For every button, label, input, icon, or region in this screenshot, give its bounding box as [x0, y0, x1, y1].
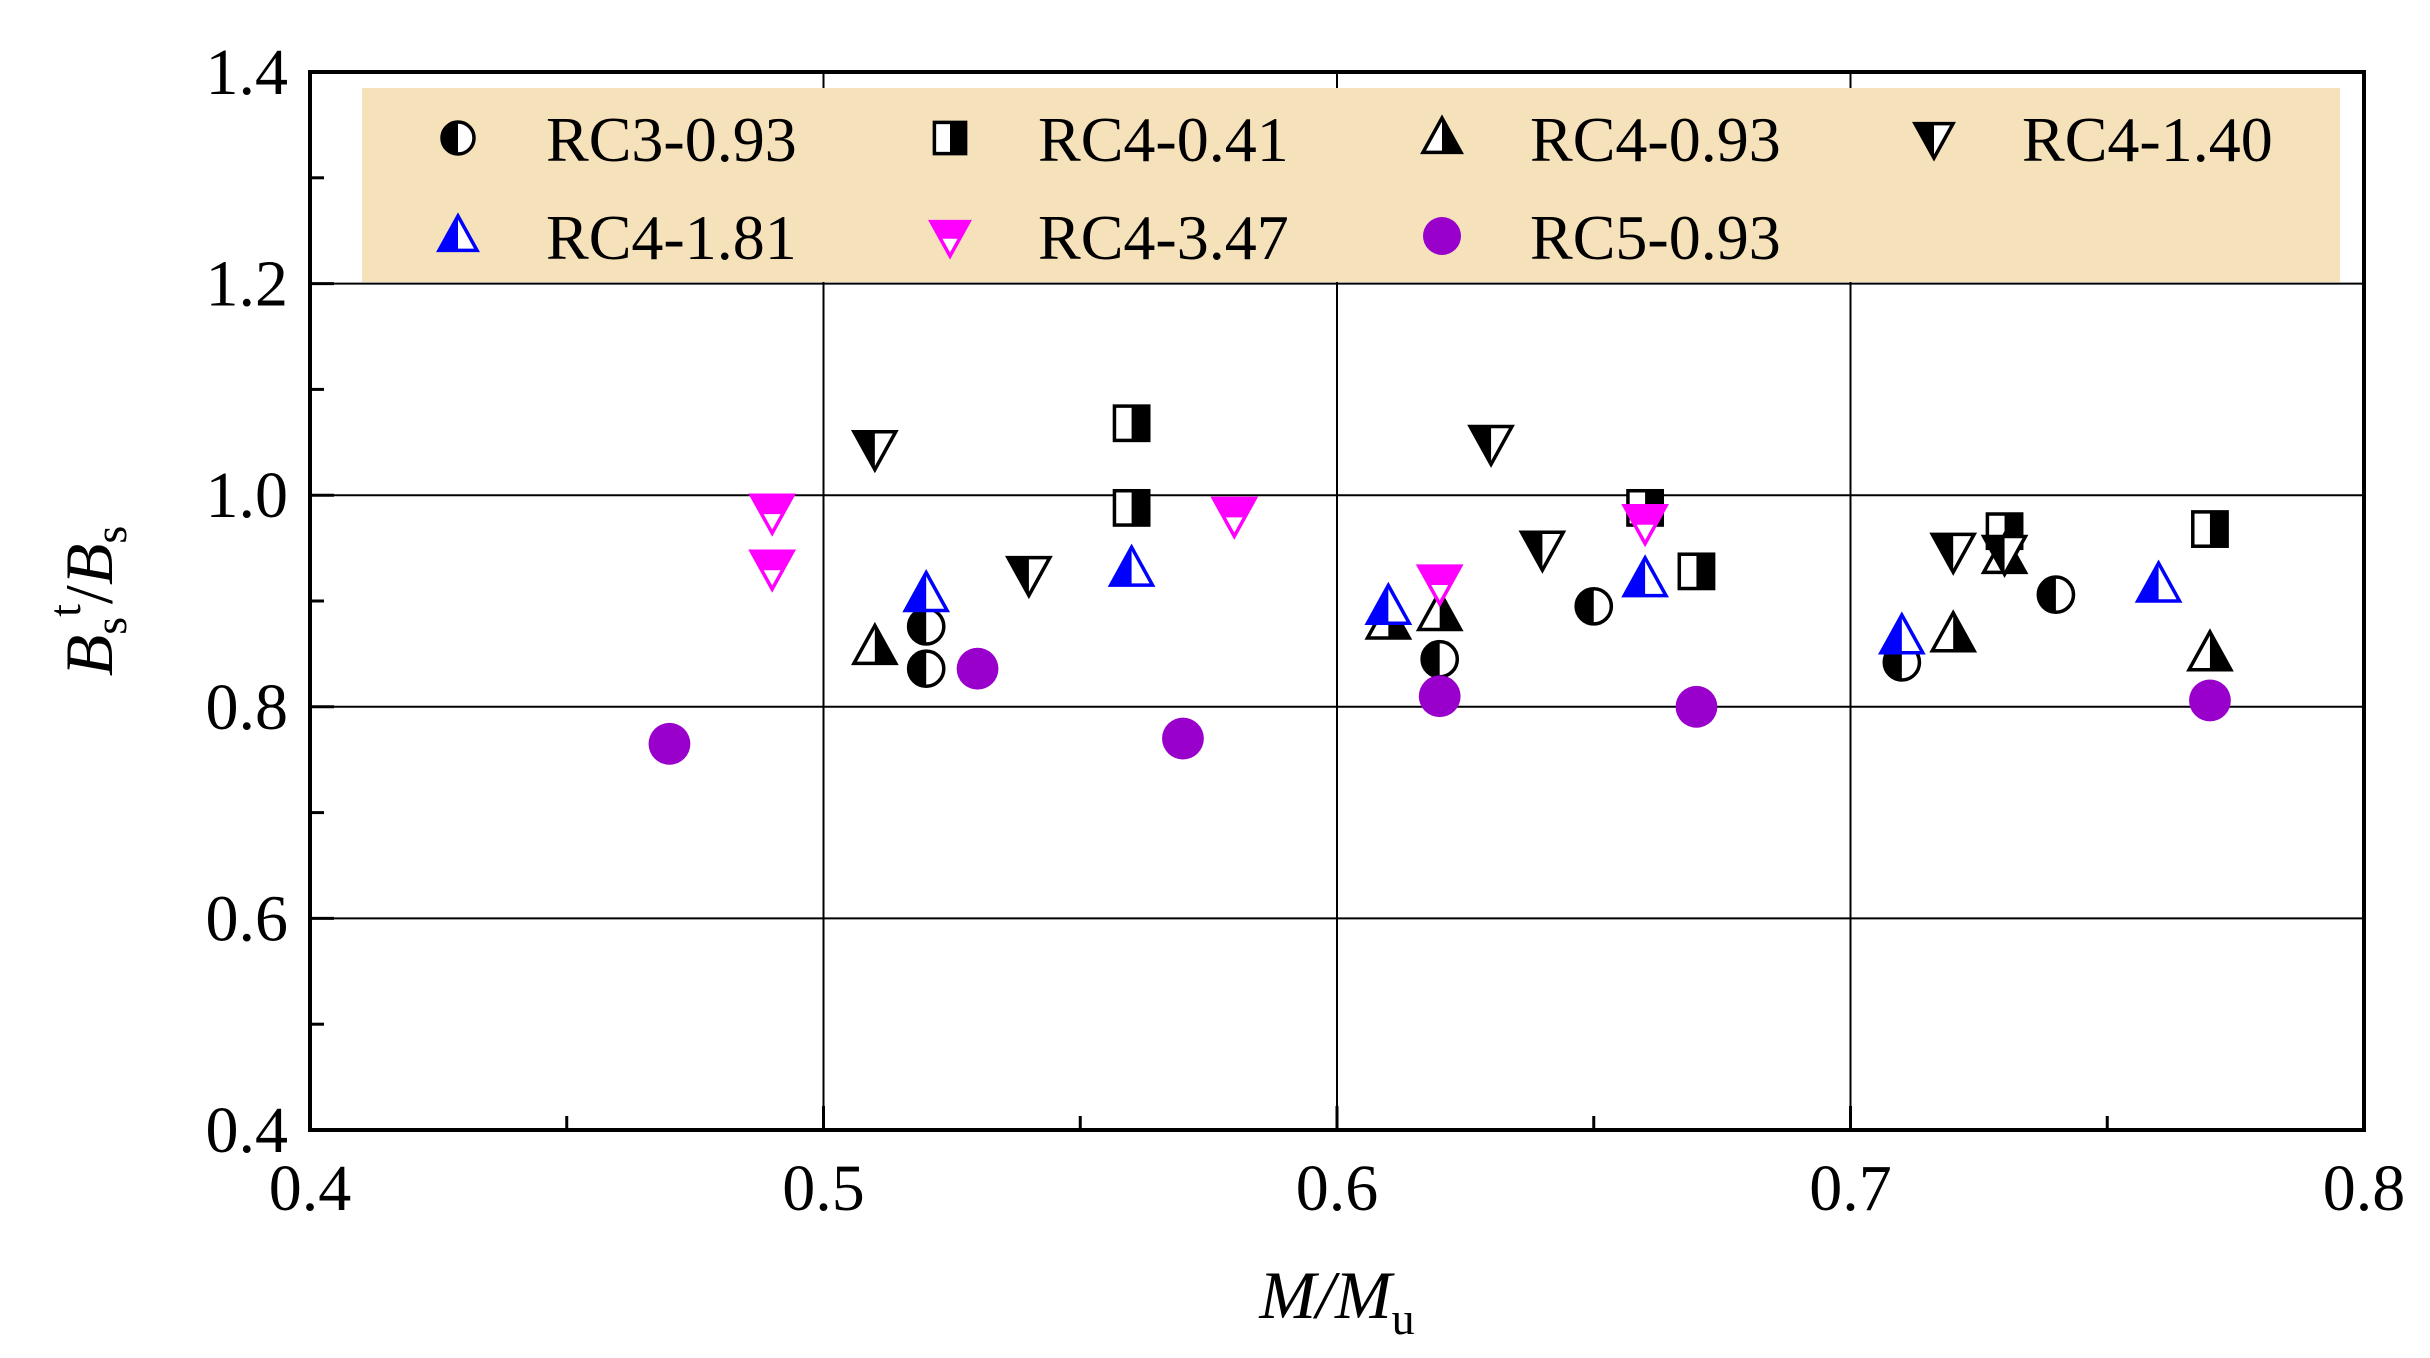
- legend-marker: [436, 212, 480, 253]
- data-point: [1415, 564, 1464, 608]
- data-point: [1675, 685, 1718, 728]
- data-point: [1112, 404, 1151, 443]
- data-point: [1929, 609, 1978, 653]
- legend-marker: [928, 219, 972, 260]
- series-RC5-0.93: [648, 647, 2231, 765]
- y-tick-label: 1.0: [206, 459, 289, 532]
- data-point: [2036, 575, 2076, 615]
- series-RC4-1.81: [902, 543, 2183, 655]
- data-point: [1162, 717, 1204, 760]
- data-point: [1574, 586, 1614, 626]
- data-point: [648, 722, 691, 765]
- legend: RC3-0.93 RC4-0.41 RC4-0.93 RC4-1.40 RC4-1.81…: [436, 104, 2273, 273]
- data-point: [906, 649, 946, 689]
- legend-marker: [932, 120, 968, 156]
- legend-label: RC4-0.41: [1038, 104, 1289, 175]
- data-point: [1210, 496, 1259, 540]
- series-RC4-3.47: [748, 493, 1669, 608]
- data-point: [1518, 530, 1567, 574]
- y-tick-label: 0.6: [206, 882, 289, 955]
- data-point: [1420, 639, 1460, 679]
- y-tick-label: 0.4: [206, 1094, 289, 1167]
- data-points: [648, 404, 2234, 765]
- data-point: [1677, 552, 1716, 591]
- legend-marker: [1420, 114, 1464, 155]
- data-point: [1467, 424, 1515, 468]
- legend-item: RC5-0.93: [1423, 202, 1781, 273]
- x-tick-label: 0.4: [269, 1152, 352, 1225]
- legend-item: RC4-3.47: [928, 202, 1289, 273]
- data-point: [1107, 543, 1156, 587]
- legend-marker: [440, 120, 476, 156]
- series-RC4-1.40: [850, 424, 2029, 600]
- data-point: [1005, 555, 1053, 600]
- legend-label: RC5-0.93: [1530, 202, 1781, 273]
- legend-item: RC4-0.41: [932, 104, 1289, 175]
- data-point: [902, 569, 951, 613]
- x-axis-title: M/Mu: [1258, 1257, 1414, 1344]
- y-axis-title: Bst/Bs: [39, 526, 136, 677]
- legend-label: RC3-0.93: [546, 104, 797, 175]
- data-point: [850, 430, 899, 474]
- data-point: [748, 549, 797, 593]
- y-tick-label: 0.8: [206, 671, 289, 744]
- x-tick-label: 0.5: [782, 1152, 865, 1225]
- legend-marker: [1423, 217, 1461, 255]
- data-point: [2189, 679, 2231, 722]
- series-RC4-0.41: [1112, 404, 2229, 591]
- legend-label: RC4-0.93: [1530, 104, 1781, 175]
- data-point: [1621, 554, 1669, 598]
- y-tick-label: 1.2: [206, 248, 289, 321]
- legend-background: [362, 88, 2340, 282]
- data-point: [1929, 532, 1978, 576]
- tick-labels: 0.4 0.5 0.6 0.7 0.8 0.4 0.6 0.8 1.0 1.2 1.4: [206, 36, 2406, 1225]
- legend-label: RC4-3.47: [1038, 202, 1289, 273]
- data-point: [1415, 588, 1464, 632]
- data-point: [1877, 611, 1926, 655]
- legend-marker: [1912, 121, 1956, 162]
- data-point: [2186, 628, 2234, 672]
- data-point: [1980, 534, 2029, 578]
- data-point: [1112, 488, 1151, 527]
- legend-label: RC4-1.81: [546, 202, 797, 273]
- legend-label: RC4-1.40: [2022, 104, 2273, 175]
- legend-item: RC4-1.81: [436, 202, 797, 273]
- data-point: [2191, 510, 2229, 548]
- axis-ticks: [308, 70, 2366, 1132]
- legend-item: RC3-0.93: [440, 104, 797, 175]
- legend-item: RC4-1.40: [1912, 104, 2273, 175]
- y-tick-label: 1.4: [206, 36, 289, 109]
- legend-item: RC4-0.93: [1420, 104, 1781, 175]
- series-RC4-0.93: [850, 530, 2234, 672]
- data-point: [850, 621, 899, 666]
- x-tick-label: 0.7: [1809, 1152, 1892, 1225]
- data-point: [956, 647, 999, 690]
- x-tick-label: 0.6: [1296, 1152, 1379, 1225]
- data-point: [1621, 504, 1669, 548]
- data-point: [748, 493, 797, 537]
- data-point: [1418, 675, 1461, 718]
- data-point: [1364, 581, 1413, 625]
- data-point: [2134, 559, 2183, 603]
- data-point: [906, 607, 946, 646]
- x-tick-label: 0.8: [2323, 1152, 2406, 1225]
